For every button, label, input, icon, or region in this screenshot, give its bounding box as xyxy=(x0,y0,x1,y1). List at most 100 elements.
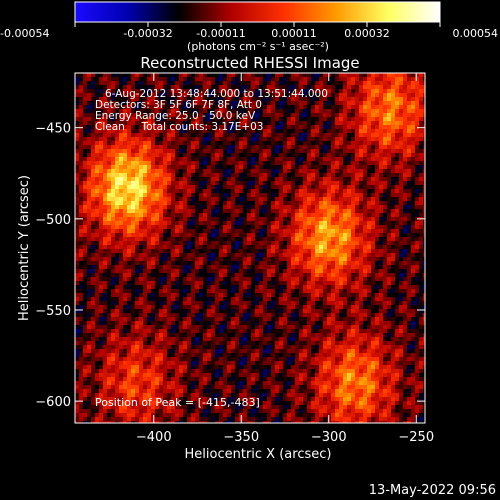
heatmap-cell xyxy=(275,177,279,181)
heatmap-cell xyxy=(343,237,347,241)
heatmap-cell xyxy=(83,285,87,289)
heatmap-cell xyxy=(375,229,379,233)
heatmap-cell xyxy=(215,177,219,181)
heatmap-cell xyxy=(203,261,207,265)
heatmap-cell xyxy=(243,193,247,197)
heatmap-cell xyxy=(207,105,211,109)
heatmap-cell xyxy=(299,249,303,253)
heatmap-cell xyxy=(275,89,279,93)
heatmap-cell xyxy=(375,181,379,185)
heatmap-cell xyxy=(191,185,195,189)
heatmap-cell xyxy=(375,185,379,189)
heatmap-cell xyxy=(355,137,359,141)
heatmap-cell xyxy=(163,225,167,229)
heatmap-cell xyxy=(215,85,219,89)
heatmap-cell xyxy=(303,89,307,93)
heatmap-cell xyxy=(103,197,107,201)
heatmap-cell xyxy=(83,153,87,157)
heatmap-cell xyxy=(423,169,425,173)
heatmap-cell xyxy=(327,253,331,257)
heatmap-cell xyxy=(379,177,383,181)
heatmap-cell xyxy=(315,213,319,217)
heatmap-cell xyxy=(303,201,307,205)
heatmap-cell xyxy=(395,241,399,245)
heatmap-cell xyxy=(147,265,151,269)
heatmap-cell xyxy=(223,89,227,93)
heatmap-cell xyxy=(235,197,239,201)
heatmap-cell xyxy=(231,93,235,97)
heatmap-cell xyxy=(299,185,303,189)
heatmap-cell xyxy=(155,281,159,285)
heatmap-cell xyxy=(327,205,331,209)
heatmap-cell xyxy=(135,209,139,213)
heatmap-cell xyxy=(239,177,243,181)
heatmap-cell xyxy=(127,93,131,97)
heatmap-cell xyxy=(295,249,299,253)
heatmap-cell xyxy=(179,265,183,269)
heatmap-cell xyxy=(243,117,247,121)
heatmap-cell xyxy=(359,213,363,217)
heatmap-cell xyxy=(151,161,155,165)
heatmap-cell xyxy=(287,273,291,277)
heatmap-cell xyxy=(223,113,227,117)
heatmap-cell xyxy=(339,105,343,109)
heatmap-cell xyxy=(267,185,271,189)
heatmap-cell xyxy=(339,225,343,229)
heatmap-cell xyxy=(95,113,99,117)
heatmap-cell xyxy=(219,89,223,93)
heatmap-cell xyxy=(287,253,291,257)
heatmap-cell xyxy=(99,253,103,257)
heatmap-cell xyxy=(411,177,415,181)
heatmap-cell xyxy=(251,241,255,245)
heatmap-cell xyxy=(303,153,307,157)
heatmap-cell xyxy=(243,281,247,285)
heatmap-cell xyxy=(351,225,355,229)
heatmap-cell xyxy=(383,161,387,165)
heatmap-cell xyxy=(395,169,399,173)
heatmap-cell xyxy=(287,157,291,161)
heatmap-cell xyxy=(171,297,175,301)
heatmap-cell xyxy=(323,93,327,97)
heatmap-cell xyxy=(135,241,139,245)
heatmap-cell xyxy=(91,221,95,225)
heatmap-cell xyxy=(119,205,123,209)
heatmap-cell xyxy=(319,129,323,133)
heatmap-cell xyxy=(387,173,391,177)
heatmap-cell xyxy=(191,209,195,213)
heatmap-cell xyxy=(203,109,207,113)
heatmap-cell xyxy=(347,293,351,297)
heatmap-cell xyxy=(291,165,295,169)
heatmap-cell xyxy=(199,141,203,145)
heatmap-cell xyxy=(363,233,367,237)
heatmap-cell xyxy=(263,193,267,197)
heatmap-cell xyxy=(415,237,419,241)
heatmap-cell xyxy=(135,93,139,97)
heatmap-cell xyxy=(379,109,383,113)
heatmap-cell xyxy=(399,241,403,245)
heatmap-cell xyxy=(311,213,315,217)
heatmap-cell xyxy=(387,257,391,261)
heatmap-cell xyxy=(143,193,147,197)
heatmap-cell xyxy=(395,161,399,165)
heatmap-cell xyxy=(411,189,415,193)
heatmap-cell xyxy=(155,237,159,241)
heatmap-cell xyxy=(379,133,383,137)
heatmap-cell xyxy=(223,269,227,273)
heatmap-cell xyxy=(251,197,255,201)
heatmap-cell xyxy=(307,293,311,297)
heatmap-cell xyxy=(347,229,351,233)
heatmap-cell xyxy=(367,133,371,137)
heatmap-cell xyxy=(235,273,239,277)
heatmap-cell xyxy=(95,245,99,249)
heatmap-cell xyxy=(231,213,235,217)
heatmap-cell xyxy=(163,197,167,201)
heatmap-cell xyxy=(419,141,423,145)
heatmap-cell xyxy=(347,145,351,149)
heatmap-cell xyxy=(399,261,403,265)
heatmap-cell xyxy=(359,273,363,277)
heatmap-cell xyxy=(231,85,235,89)
heatmap-cell xyxy=(263,89,267,93)
heatmap-cell xyxy=(363,205,367,209)
heatmap-cell xyxy=(263,157,267,161)
heatmap-cell xyxy=(387,149,391,153)
